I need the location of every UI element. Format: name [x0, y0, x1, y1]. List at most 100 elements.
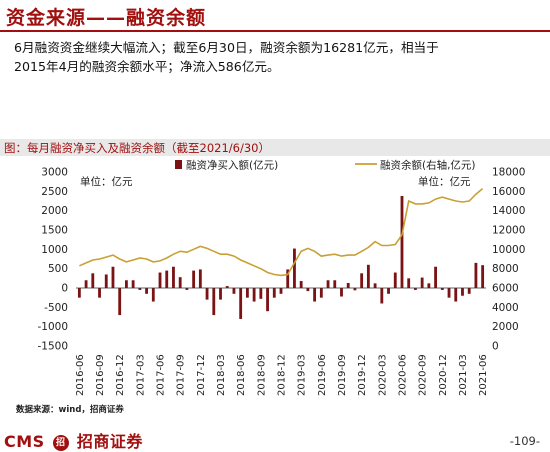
net-buy-bar: [219, 288, 222, 300]
left-tick-label: 0: [61, 283, 68, 295]
logo-cn: 招商证券: [76, 432, 143, 451]
net-buy-bar: [346, 282, 350, 288]
x-tick-label: 2017-03: [135, 354, 146, 396]
net-buy-bar: [467, 288, 471, 294]
legend-bar-swatch: [175, 160, 182, 169]
net-buy-bar: [111, 266, 115, 288]
net-buy-bar: [104, 274, 108, 288]
source-note: 数据来源：wind，招商证券: [16, 405, 124, 415]
x-tick-label: 2019-12: [357, 354, 368, 396]
right-tick-label: 14000: [492, 205, 525, 217]
right-tick-label: 8000: [492, 263, 519, 275]
x-tick-label: 2018-03: [216, 354, 227, 396]
left-tick-label: -500: [44, 302, 68, 314]
net-buy-bar: [420, 277, 424, 288]
x-tick-label: 2020-06: [397, 354, 408, 396]
balance-line: [79, 187, 484, 277]
left-tick-label: 2500: [41, 186, 68, 198]
net-buy-bar: [225, 286, 229, 288]
x-tick-label: 2021-03: [458, 354, 469, 396]
net-buy-bar: [138, 288, 142, 290]
left-tick-label: 3000: [41, 167, 68, 179]
right-tick-label: 4000: [492, 302, 519, 314]
left-tick-label: 500: [48, 263, 68, 275]
left-tick-label: 2000: [41, 205, 68, 217]
net-buy-bar: [360, 273, 364, 288]
chart-title: 图：每月融资净买入及融资余额（截至2021/6/30）: [4, 141, 270, 155]
net-buy-bar: [340, 288, 343, 297]
net-buy-bar: [353, 288, 357, 291]
net-buy-bars: [77, 195, 485, 319]
right-tick-label: 0: [492, 341, 499, 353]
right-tick-label: 10000: [492, 244, 525, 256]
summary-text: 6月融资资金继续大幅流入；截至6月30日，融资余额为16281亿元，相当于 20…: [14, 38, 542, 76]
left-tick-label: 1000: [41, 244, 68, 256]
chart-legend: 融资净买入额(亿元) 融资余额(右轴,亿元): [175, 159, 476, 172]
combo-chart: -1500 -1000 -500 0 500 1000 1500 2000 2500 3000 0…: [37, 159, 525, 397]
net-buy-bar: [192, 270, 196, 288]
left-axis: -1500 -1000 -500 0 500 1000 1500 2000 2500 3000: [37, 167, 68, 353]
net-buy-bar: [400, 195, 404, 288]
left-tick-label: 1500: [41, 225, 68, 237]
net-buy-bar: [447, 288, 451, 298]
x-tick-label: 2020-09: [418, 354, 429, 396]
net-buy-bar: [393, 272, 397, 288]
net-buy-bar: [212, 288, 216, 316]
x-tick-label: 2019-09: [337, 354, 348, 396]
net-buy-bar: [319, 288, 323, 298]
logo-cms: CMS: [4, 432, 45, 451]
net-buy-bar: [84, 280, 88, 288]
right-tick-label: 16000: [492, 186, 525, 198]
x-tick-label: 2017-06: [156, 354, 167, 396]
net-buy-bar: [178, 277, 182, 288]
net-buy-bar: [239, 288, 243, 319]
net-buy-bar: [77, 288, 81, 298]
net-buy-bar: [151, 288, 155, 302]
net-buy-bar: [272, 288, 276, 298]
x-tick-label: 2019-06: [317, 354, 328, 396]
net-buy-bar: [414, 288, 417, 290]
net-buy-bar: [434, 266, 438, 288]
right-tick-label: 12000: [492, 225, 525, 237]
net-buy-bar: [205, 288, 209, 300]
net-buy-bar: [286, 269, 290, 288]
right-axis: 0 2000 4000 6000 8000 10000 12000 14000 16000 180…: [492, 167, 525, 353]
page-number: -109-: [509, 434, 540, 448]
legend-bar-label: 融资净买入额(亿元): [186, 159, 278, 172]
net-buy-bar: [124, 280, 128, 288]
net-buy-bar: [474, 262, 478, 288]
left-tick-label: -1500: [37, 341, 68, 353]
brand-logo: CMS 招 招商证券: [4, 428, 143, 452]
net-buy-bar: [380, 288, 384, 304]
x-tick-label: 2016-09: [95, 354, 106, 396]
net-buy-bar: [481, 265, 485, 288]
net-buy-bar: [198, 269, 202, 288]
net-buy-bar: [387, 288, 390, 294]
x-tick-label: 2018-06: [236, 354, 247, 396]
right-tick-label: 6000: [492, 283, 519, 295]
x-tick-label: 2017-09: [176, 354, 187, 396]
net-buy-bar: [259, 288, 263, 299]
page-title: 资金来源——融资余额: [6, 7, 207, 29]
right-tick-label: 18000: [492, 167, 525, 179]
net-buy-bar: [299, 281, 303, 288]
x-tick-label: 2020-12: [438, 354, 449, 396]
right-unit-label: 单位：亿元: [418, 175, 471, 188]
x-tick-label: 2020-03: [377, 354, 388, 396]
net-buy-bar: [306, 288, 310, 292]
left-unit-label: 单位：亿元: [80, 175, 133, 188]
x-axis-labels: 2016-06 2016-09 2016-12 2017-03 2017-06 2017-…: [75, 354, 489, 396]
net-buy-bar: [454, 288, 458, 302]
net-buy-bar: [131, 280, 135, 288]
x-tick-label: 2016-06: [75, 354, 86, 396]
net-buy-bar: [440, 288, 444, 290]
legend-line-label: 融资余额(右轴,亿元): [380, 159, 476, 172]
net-buy-bar: [279, 288, 283, 294]
x-tick-label: 2019-03: [297, 354, 308, 396]
left-tick-label: -1000: [37, 321, 68, 333]
x-tick-label: 2018-09: [256, 354, 267, 396]
summary-line-1: 6月融资资金继续大幅流入；截至6月30日，融资余额为16281亿元，相当于: [14, 40, 439, 55]
net-buy-bar: [165, 270, 169, 288]
net-buy-bar: [232, 288, 236, 294]
net-buy-bar: [427, 283, 431, 288]
